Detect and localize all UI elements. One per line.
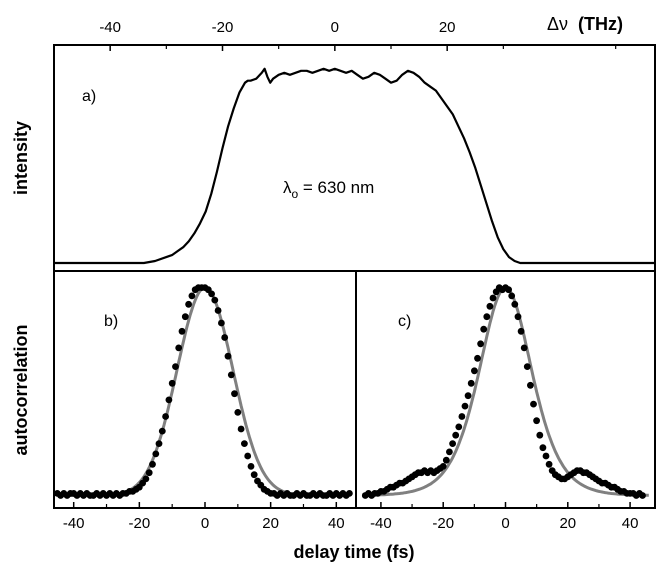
data-point	[149, 460, 156, 468]
top-axis-unit: (THz)	[578, 14, 623, 34]
data-point	[145, 469, 153, 477]
data-point	[241, 440, 248, 447]
top-tick-label: -40	[99, 19, 121, 36]
top-axis-symbol: Δν	[547, 14, 568, 34]
x-axis-label: delay time (fs)	[293, 542, 414, 562]
data-point	[458, 413, 466, 420]
data-point	[467, 379, 475, 387]
data-point	[514, 313, 522, 321]
top-frequency-axis: -40 -20 0 20	[99, 19, 617, 51]
data-point	[231, 390, 238, 398]
data-point	[142, 475, 150, 483]
top-tick-label: 20	[439, 19, 456, 36]
data-point	[346, 490, 353, 497]
panel-a-label: a)	[82, 88, 96, 105]
data-point	[237, 425, 245, 433]
data-point	[477, 340, 484, 348]
panel-c-plot: -40 -20 0 20 40	[361, 284, 649, 532]
data-point	[247, 463, 255, 470]
data-point	[527, 381, 534, 389]
data-point	[234, 409, 242, 416]
panel-a-plot	[54, 67, 655, 265]
annotation-suffix: = 630 nm	[298, 178, 374, 197]
panel-b-label: b)	[104, 313, 118, 330]
data-point	[162, 413, 170, 420]
data-point	[208, 290, 216, 298]
data-point	[489, 294, 497, 302]
data-point	[158, 427, 166, 435]
x-tick-label: -40	[370, 515, 392, 532]
data-point	[175, 344, 183, 352]
data-point	[168, 379, 176, 387]
data-point	[442, 456, 450, 464]
x-tick-label: -20	[432, 515, 454, 532]
y-axis-label-intensity: intensity	[11, 121, 31, 195]
data-point	[172, 363, 179, 370]
data-point	[517, 327, 525, 335]
data-point	[211, 296, 219, 304]
data-point	[480, 325, 488, 333]
data-point	[461, 402, 469, 410]
x-tick-label: 40	[622, 515, 639, 532]
data-point	[165, 396, 173, 404]
data-point	[152, 450, 160, 458]
data-point	[505, 286, 512, 294]
data-point	[511, 300, 519, 308]
data-point	[218, 319, 225, 327]
annotation-prefix: λ	[283, 178, 292, 197]
data-point	[439, 463, 447, 470]
data-point	[508, 292, 516, 300]
x-tick-label: 20	[559, 515, 576, 532]
wavelength-annotation: λo = 630 nm	[283, 178, 374, 201]
x-tick-label: -20	[129, 515, 151, 532]
data-point	[545, 460, 553, 468]
data-point	[449, 440, 456, 447]
data-point	[250, 471, 258, 479]
data-point	[539, 444, 547, 452]
data-point	[214, 307, 222, 314]
data-point	[536, 431, 544, 439]
x-tick-label: 40	[328, 515, 345, 532]
data-point	[455, 423, 463, 431]
data-point	[464, 392, 472, 400]
data-point	[178, 327, 186, 335]
data-point	[486, 302, 494, 310]
data-point	[520, 344, 528, 352]
data-point	[188, 292, 196, 300]
data-point	[523, 363, 531, 370]
panel-b-frame	[53, 270, 357, 509]
panel-a-frame	[53, 44, 656, 272]
top-tick-label: -20	[212, 19, 234, 36]
panel-b-plot: -40 -20 0 20 40	[53, 284, 353, 532]
data-point	[471, 367, 478, 375]
annotation-subscript: o	[292, 187, 299, 201]
x-tick-label: -40	[63, 515, 85, 532]
data-point	[244, 452, 252, 460]
spectrum-line	[54, 67, 655, 265]
x-tick-label: 0	[201, 515, 209, 532]
top-tick-label: 0	[331, 19, 339, 36]
data-point	[530, 400, 537, 408]
data-point	[227, 371, 235, 379]
y-axis-label-autocorrelation: autocorrelation	[11, 324, 31, 455]
x-tick-label: 0	[501, 515, 509, 532]
x-tick-label: 20	[262, 515, 279, 532]
panel-c-frame	[355, 270, 656, 509]
data-point	[181, 313, 189, 321]
data-point	[533, 417, 540, 425]
panel-c-label: c)	[398, 313, 411, 330]
data-point	[639, 492, 646, 499]
data-point	[542, 452, 550, 460]
data-point	[224, 352, 232, 360]
data-point	[483, 313, 491, 321]
data-point	[452, 431, 460, 439]
data-point	[474, 354, 481, 362]
data-point	[155, 440, 163, 447]
data-point	[221, 334, 229, 341]
data-point	[446, 448, 453, 456]
data-point	[185, 300, 193, 308]
